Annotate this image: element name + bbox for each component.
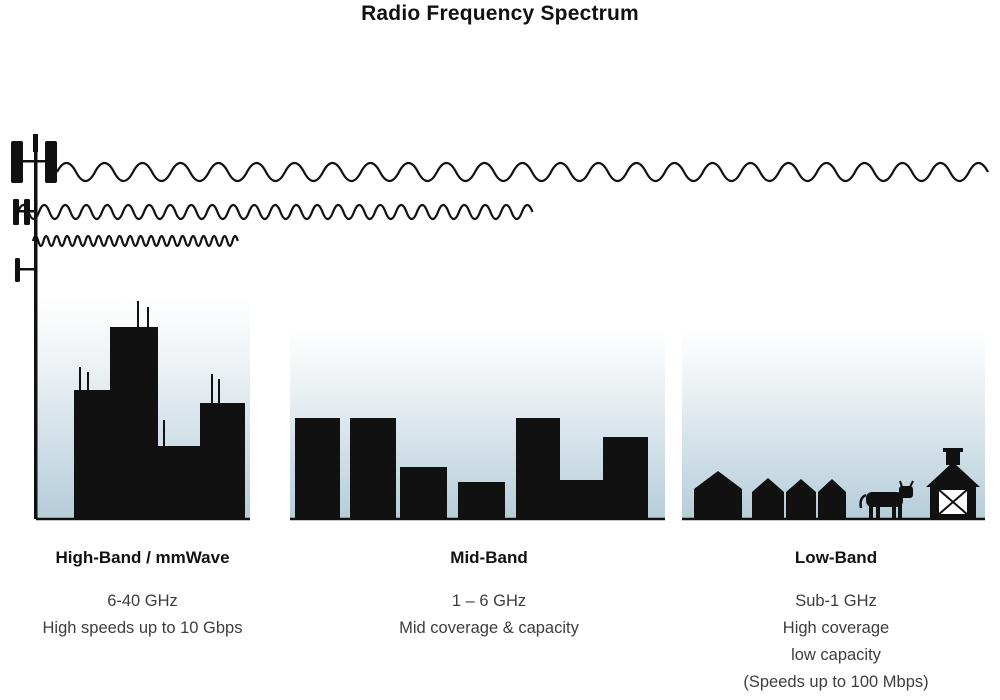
house-icon: [694, 471, 742, 519]
cell-tower-icon: [11, 134, 57, 519]
high-band-city-skyline: [74, 301, 245, 519]
building-antennas: [79, 301, 220, 446]
barn-icon: [926, 448, 980, 519]
house-icon: [752, 478, 784, 519]
band-label-mid: Mid-Band: [450, 548, 528, 567]
band-detail-line: Mid coverage & capacity: [399, 619, 579, 637]
band-label-low: Low-Band: [794, 548, 878, 567]
house-icon: [818, 479, 846, 519]
band-column-mid: Mid-Band 1 – 6 GHz Mid coverage & capaci…: [330, 548, 648, 642]
high-band-wave: [31, 234, 239, 248]
low-band-wave: [56, 161, 989, 183]
band-detail-line: (Speeds up to 100 Mbps): [743, 673, 929, 691]
band-column-high: High-Band / mmWave 6-40 GHz High speeds …: [20, 548, 265, 642]
mid-band-town-skyline: [295, 418, 648, 519]
band-detail-line: 1 – 6 GHz: [451, 592, 527, 610]
band-label-high: High-Band / mmWave: [55, 548, 230, 567]
band-detail-line: 6-40 GHz: [107, 592, 178, 610]
house-icon: [786, 479, 816, 519]
low-band-rural-scene: [694, 448, 980, 519]
band-detail-line: High speeds up to 10 Gbps: [42, 619, 243, 637]
band-detail-line: low capacity: [791, 646, 881, 664]
radio-waves: [16, 161, 989, 248]
mid-band-wave: [16, 203, 534, 221]
band-detail-line: Sub-1 GHz: [795, 592, 877, 610]
skyscrapers: [74, 327, 245, 519]
band-column-low: Low-Band Sub-1 GHz High coverage low cap…: [680, 548, 992, 696]
cow-icon: [859, 480, 914, 519]
diagram-title: Radio Frequency Spectrum: [361, 2, 639, 25]
band-detail-line: High coverage: [782, 619, 890, 637]
